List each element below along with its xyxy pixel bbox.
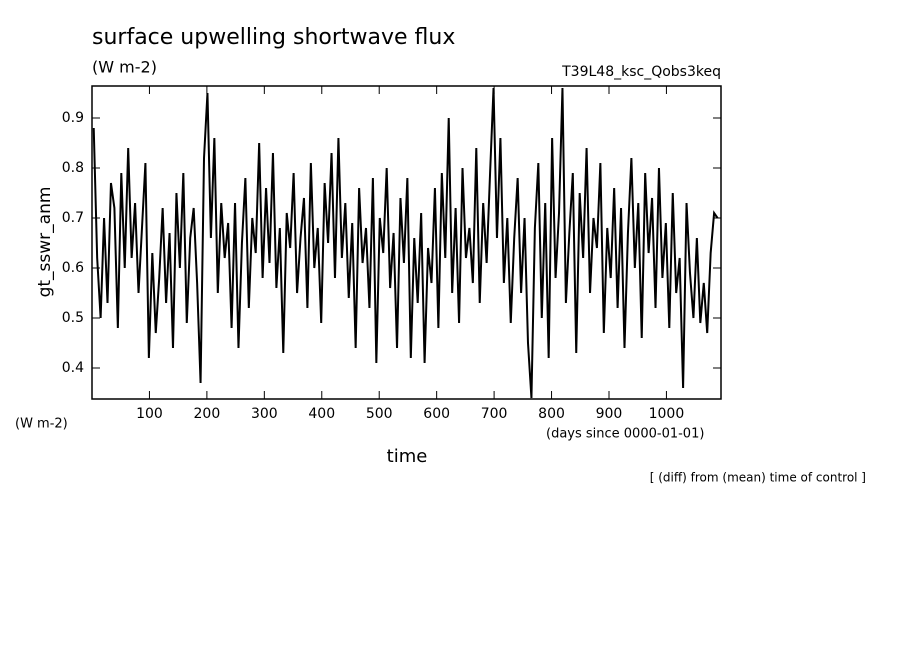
- x-tick-label: 200: [194, 406, 221, 422]
- x-unit-label: (days since 0000-01-01): [546, 427, 704, 442]
- x-tick-label: 1000: [649, 406, 685, 422]
- y-unit-label: (W m-2): [15, 417, 68, 432]
- x-axis-label: time: [387, 446, 428, 467]
- run-label: T39L48_ksc_Qobs3keq: [561, 64, 721, 80]
- data-line: [92, 87, 719, 399]
- x-tick-label: 300: [251, 406, 278, 422]
- x-tick-label: 800: [538, 406, 565, 422]
- x-tick-label: 400: [308, 406, 335, 422]
- x-tick-label: 100: [136, 406, 163, 422]
- chart-subtitle: (W m-2): [92, 58, 157, 77]
- x-tick-label: 900: [596, 406, 623, 422]
- y-tick-label: 0.5: [62, 310, 84, 326]
- plot-frame: [91, 85, 722, 400]
- y-axis-label: gt_sswr_anm: [35, 187, 55, 298]
- x-tick-label: 600: [423, 406, 450, 422]
- y-tick-label: 0.8: [62, 160, 84, 176]
- x-tick-label: 700: [481, 406, 508, 422]
- y-tick-label: 0.4: [62, 360, 84, 376]
- note: [ (diff) from (mean) time of control ]: [650, 471, 866, 485]
- y-tick-label: 0.6: [62, 260, 84, 276]
- y-tick-label: 0.9: [62, 110, 84, 126]
- x-tick-label: 500: [366, 406, 393, 422]
- chart-title: surface upwelling shortwave flux: [92, 25, 455, 50]
- y-tick-label: 0.7: [62, 210, 84, 226]
